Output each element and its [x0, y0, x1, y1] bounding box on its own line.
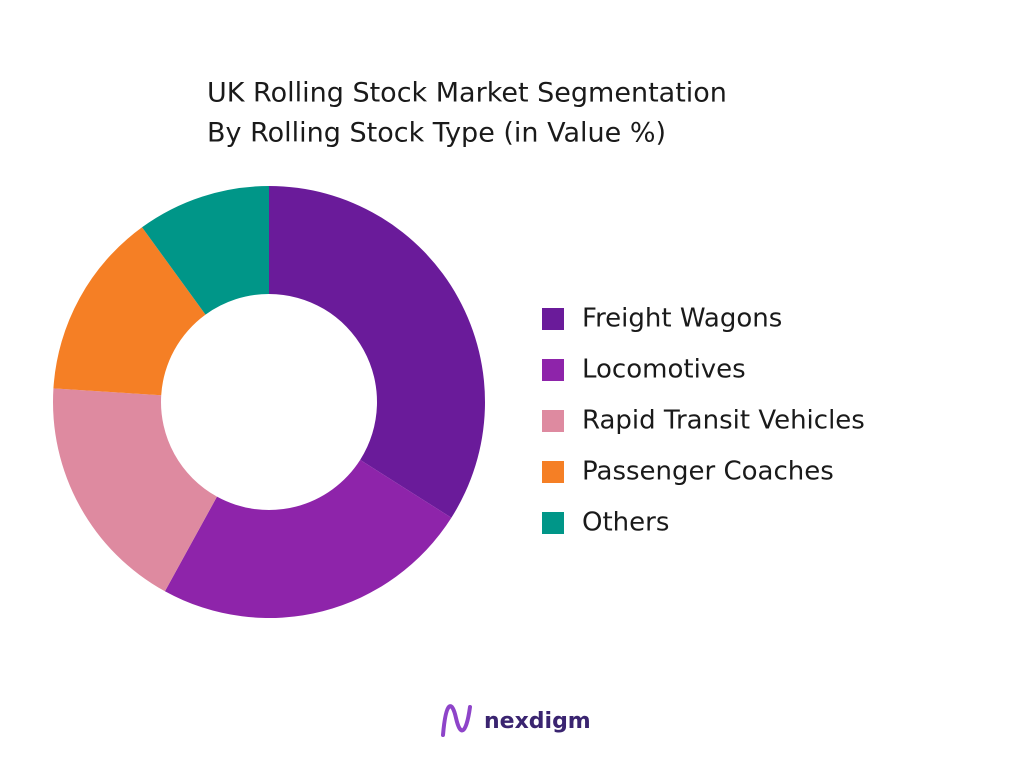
legend-label: Rapid Transit Vehicles	[582, 406, 865, 436]
chart-subtitle: By Rolling Stock Type (in Value %)	[207, 118, 666, 149]
logo-icon	[441, 704, 472, 737]
chart-title: UK Rolling Stock Market Segmentation	[207, 78, 727, 109]
legend-swatch	[542, 308, 564, 330]
legend-label: Passenger Coaches	[582, 457, 834, 487]
legend-label: Others	[582, 508, 669, 538]
donut-slice	[53, 227, 206, 396]
legend-swatch	[542, 410, 564, 432]
legend-swatch	[542, 512, 564, 534]
brand-name: nexdigm	[484, 709, 591, 734]
donut-slice	[52, 388, 217, 592]
brand-logo: nexdigm	[441, 704, 591, 737]
donut-slice	[142, 186, 269, 315]
legend-swatch	[542, 461, 564, 483]
donut-slice	[164, 459, 452, 618]
donut-slice	[269, 186, 485, 518]
legend-label: Freight Wagons	[582, 304, 782, 334]
legend-label: Locomotives	[582, 355, 746, 385]
legend-swatch	[542, 359, 564, 381]
